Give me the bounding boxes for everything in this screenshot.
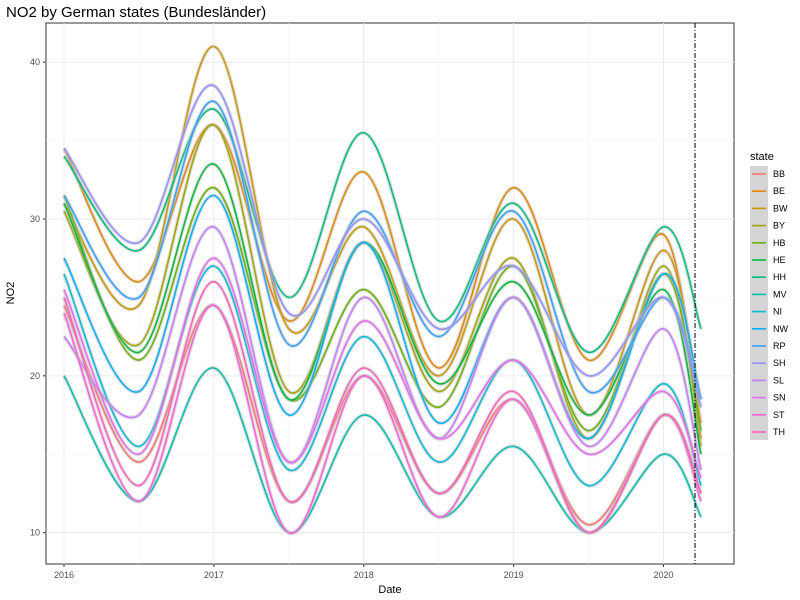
series-line-sl — [63, 226, 702, 471]
legend-title: state — [750, 151, 774, 163]
legend-label-by: BY — [773, 221, 785, 231]
legend-label-mv: MV — [773, 289, 787, 299]
legend-label-ni: NI — [773, 307, 782, 317]
series-line-rp — [63, 100, 702, 400]
series-line-he — [63, 163, 702, 455]
x-tick-label: 2018 — [354, 570, 374, 580]
series-line-th — [63, 280, 702, 534]
x-tick-label: 2016 — [54, 570, 74, 580]
series-line-sn — [63, 257, 702, 479]
legend-label-hb: HB — [773, 238, 786, 248]
legend-label-hh: HH — [773, 272, 786, 282]
y-tick-label: 10 — [30, 528, 40, 538]
legend-label-he: HE — [773, 255, 786, 265]
y-axis-title: NO2 — [5, 282, 17, 305]
series-line-mv — [63, 367, 702, 534]
series-line-sh — [63, 84, 702, 408]
x-tick-label: 2019 — [504, 570, 524, 580]
x-tick-label: 2017 — [204, 570, 224, 580]
legend-label-sn: SN — [773, 393, 786, 403]
series-line-bw — [63, 45, 702, 424]
axes: 10 20 30 40 2016 2017 2018 2019 2020 — [30, 57, 674, 580]
legend-label-rp: RP — [773, 341, 786, 351]
legend-label-sl: SL — [773, 375, 784, 385]
series-group — [62, 44, 703, 535]
series-line-nw — [63, 194, 702, 440]
x-tick-label: 2020 — [654, 570, 674, 580]
grid — [46, 23, 734, 564]
legend-label-bw: BW — [773, 203, 788, 213]
legend-label-sh: SH — [773, 358, 786, 368]
y-tick-label: 30 — [30, 214, 40, 224]
legend-label-bb: BB — [773, 169, 785, 179]
legend-label-st: ST — [773, 410, 785, 420]
legend-key-background — [750, 166, 768, 440]
series-line-hb — [63, 186, 702, 432]
legend-label-nw: NW — [773, 324, 788, 334]
chart-title: NO2 by German states (Bundesländer) — [6, 4, 266, 21]
legend: state BB BE BW BY HB HE HH MV NI NW RP SH SL SN ST TH — [750, 151, 788, 440]
y-tick-label: 40 — [30, 57, 40, 67]
x-axis-title: Date — [378, 584, 401, 596]
legend-items: BB BE BW BY HB HE HH MV NI NW RP SH SL SN ST TH — [752, 169, 788, 437]
series-line-hh — [63, 108, 702, 354]
y-tick-label: 20 — [30, 371, 40, 381]
legend-label-be: BE — [773, 186, 785, 196]
legend-label-th: TH — [773, 427, 785, 437]
